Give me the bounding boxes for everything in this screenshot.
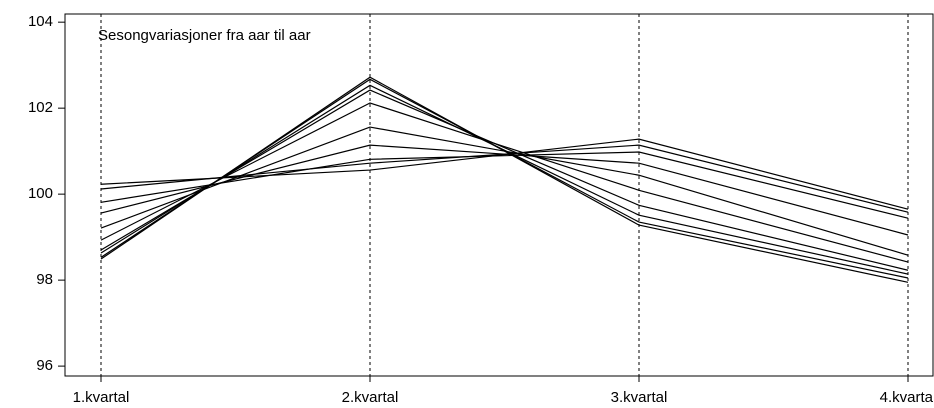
y-tick-label: 98 — [36, 271, 53, 288]
y-tick-label: 100 — [28, 185, 53, 202]
y-tick-label: 102 — [28, 99, 53, 116]
chart-title: Sesongvariasjoner fra aar til aar — [98, 27, 311, 44]
series-line — [100, 144, 909, 236]
x-tick-label: 1.kvartal — [73, 389, 130, 406]
series-line — [100, 151, 909, 219]
x-tick-label: 4.kvartal — [880, 389, 934, 406]
series-line — [100, 76, 909, 283]
y-tick-label: 104 — [28, 13, 53, 30]
plot-frame — [64, 13, 934, 377]
series-line — [100, 102, 909, 263]
x-tick-label: 3.kvartal — [611, 389, 668, 406]
series-line — [100, 84, 909, 275]
y-tick-label: 96 — [36, 357, 53, 374]
series-line — [100, 89, 909, 271]
series-line — [100, 138, 909, 210]
x-tick-label: 2.kvartal — [342, 389, 399, 406]
